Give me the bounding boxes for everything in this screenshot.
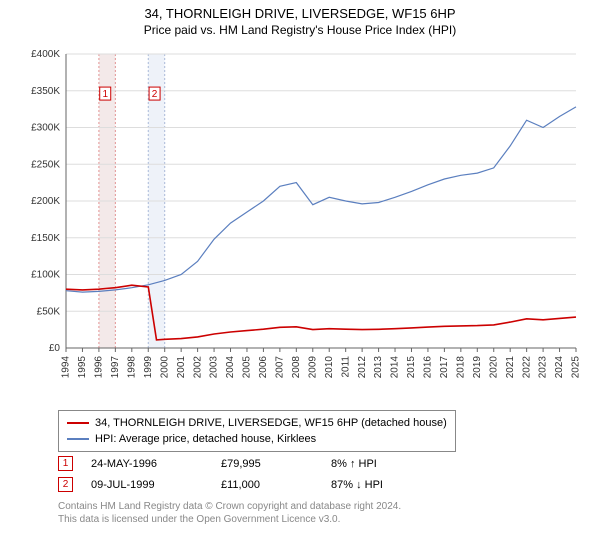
svg-text:2018: 2018 xyxy=(455,356,466,379)
svg-text:£100K: £100K xyxy=(31,270,60,281)
svg-text:2000: 2000 xyxy=(159,356,170,379)
event-row: 1 24-MAY-1996 £79,995 8% ↑ HPI xyxy=(58,456,383,471)
legend-label: HPI: Average price, detached house, Kirk… xyxy=(95,431,316,447)
svg-text:£300K: £300K xyxy=(31,123,60,134)
svg-text:2016: 2016 xyxy=(423,356,434,379)
footer-line-1: Contains HM Land Registry data © Crown c… xyxy=(58,500,401,513)
svg-text:2005: 2005 xyxy=(242,356,253,379)
legend: 34, THORNLEIGH DRIVE, LIVERSEDGE, WF15 6… xyxy=(58,410,456,452)
svg-text:£0: £0 xyxy=(49,343,61,354)
legend-swatch-icon xyxy=(67,438,89,440)
event-price: £79,995 xyxy=(221,458,331,470)
svg-text:1994: 1994 xyxy=(61,356,72,379)
chart-container: £0 £50K £100K £150K £200K £250K £300K £350K £400… xyxy=(20,48,580,398)
svg-text:1: 1 xyxy=(102,89,108,100)
svg-text:£400K: £400K xyxy=(31,49,60,60)
attribution-footer: Contains HM Land Registry data © Crown c… xyxy=(58,500,401,526)
event-marker-icon: 2 xyxy=(58,477,73,492)
event-date: 09-JUL-1999 xyxy=(91,479,221,491)
legend-item: 34, THORNLEIGH DRIVE, LIVERSEDGE, WF15 6… xyxy=(67,415,447,431)
legend-label: 34, THORNLEIGH DRIVE, LIVERSEDGE, WF15 6… xyxy=(95,415,447,431)
svg-text:£250K: £250K xyxy=(31,159,60,170)
svg-text:1995: 1995 xyxy=(77,356,88,379)
svg-text:2004: 2004 xyxy=(225,356,236,379)
svg-text:2009: 2009 xyxy=(307,356,318,379)
svg-text:1997: 1997 xyxy=(110,356,121,379)
title-line-2: Price paid vs. HM Land Registry's House … xyxy=(0,23,600,37)
footer-line-2: This data is licensed under the Open Gov… xyxy=(58,513,401,526)
event-delta: 8% ↑ HPI xyxy=(331,458,377,470)
event-delta: 87% ↓ HPI xyxy=(331,479,383,491)
legend-item: HPI: Average price, detached house, Kirk… xyxy=(67,431,447,447)
svg-text:2014: 2014 xyxy=(390,356,401,379)
svg-text:2020: 2020 xyxy=(488,356,499,379)
legend-swatch-icon xyxy=(67,422,89,424)
svg-text:£200K: £200K xyxy=(31,196,60,207)
svg-text:1999: 1999 xyxy=(143,356,154,379)
svg-text:2: 2 xyxy=(152,89,158,100)
svg-text:2007: 2007 xyxy=(275,356,286,379)
svg-text:2012: 2012 xyxy=(357,356,368,379)
svg-text:1998: 1998 xyxy=(126,356,137,379)
svg-text:2003: 2003 xyxy=(209,356,220,379)
title-line-1: 34, THORNLEIGH DRIVE, LIVERSEDGE, WF15 6… xyxy=(0,6,600,21)
svg-text:2019: 2019 xyxy=(472,356,483,379)
svg-text:2022: 2022 xyxy=(521,356,532,379)
svg-text:2021: 2021 xyxy=(505,356,516,379)
svg-text:2013: 2013 xyxy=(373,356,384,379)
event-date: 24-MAY-1996 xyxy=(91,458,221,470)
svg-text:2025: 2025 xyxy=(571,356,580,379)
svg-text:2015: 2015 xyxy=(406,356,417,379)
svg-text:2023: 2023 xyxy=(538,356,549,379)
chart-title-block: 34, THORNLEIGH DRIVE, LIVERSEDGE, WF15 6… xyxy=(0,0,600,37)
event-row: 2 09-JUL-1999 £11,000 87% ↓ HPI xyxy=(58,477,383,492)
event-list: 1 24-MAY-1996 £79,995 8% ↑ HPI 2 09-JUL-… xyxy=(58,456,383,498)
line-chart: £0 £50K £100K £150K £200K £250K £300K £350K £400… xyxy=(20,48,580,398)
svg-text:2002: 2002 xyxy=(192,356,203,379)
event-price: £11,000 xyxy=(221,479,331,491)
svg-text:2024: 2024 xyxy=(554,356,565,379)
svg-text:£50K: £50K xyxy=(37,306,61,317)
svg-text:2006: 2006 xyxy=(258,356,269,379)
svg-text:2011: 2011 xyxy=(340,356,351,378)
svg-text:1996: 1996 xyxy=(94,356,105,379)
svg-text:2001: 2001 xyxy=(176,356,187,379)
svg-text:2010: 2010 xyxy=(324,356,335,379)
svg-text:2008: 2008 xyxy=(291,356,302,379)
event-marker-icon: 1 xyxy=(58,456,73,471)
svg-text:£150K: £150K xyxy=(31,233,60,244)
svg-text:2017: 2017 xyxy=(439,356,450,379)
svg-text:£350K: £350K xyxy=(31,86,60,97)
